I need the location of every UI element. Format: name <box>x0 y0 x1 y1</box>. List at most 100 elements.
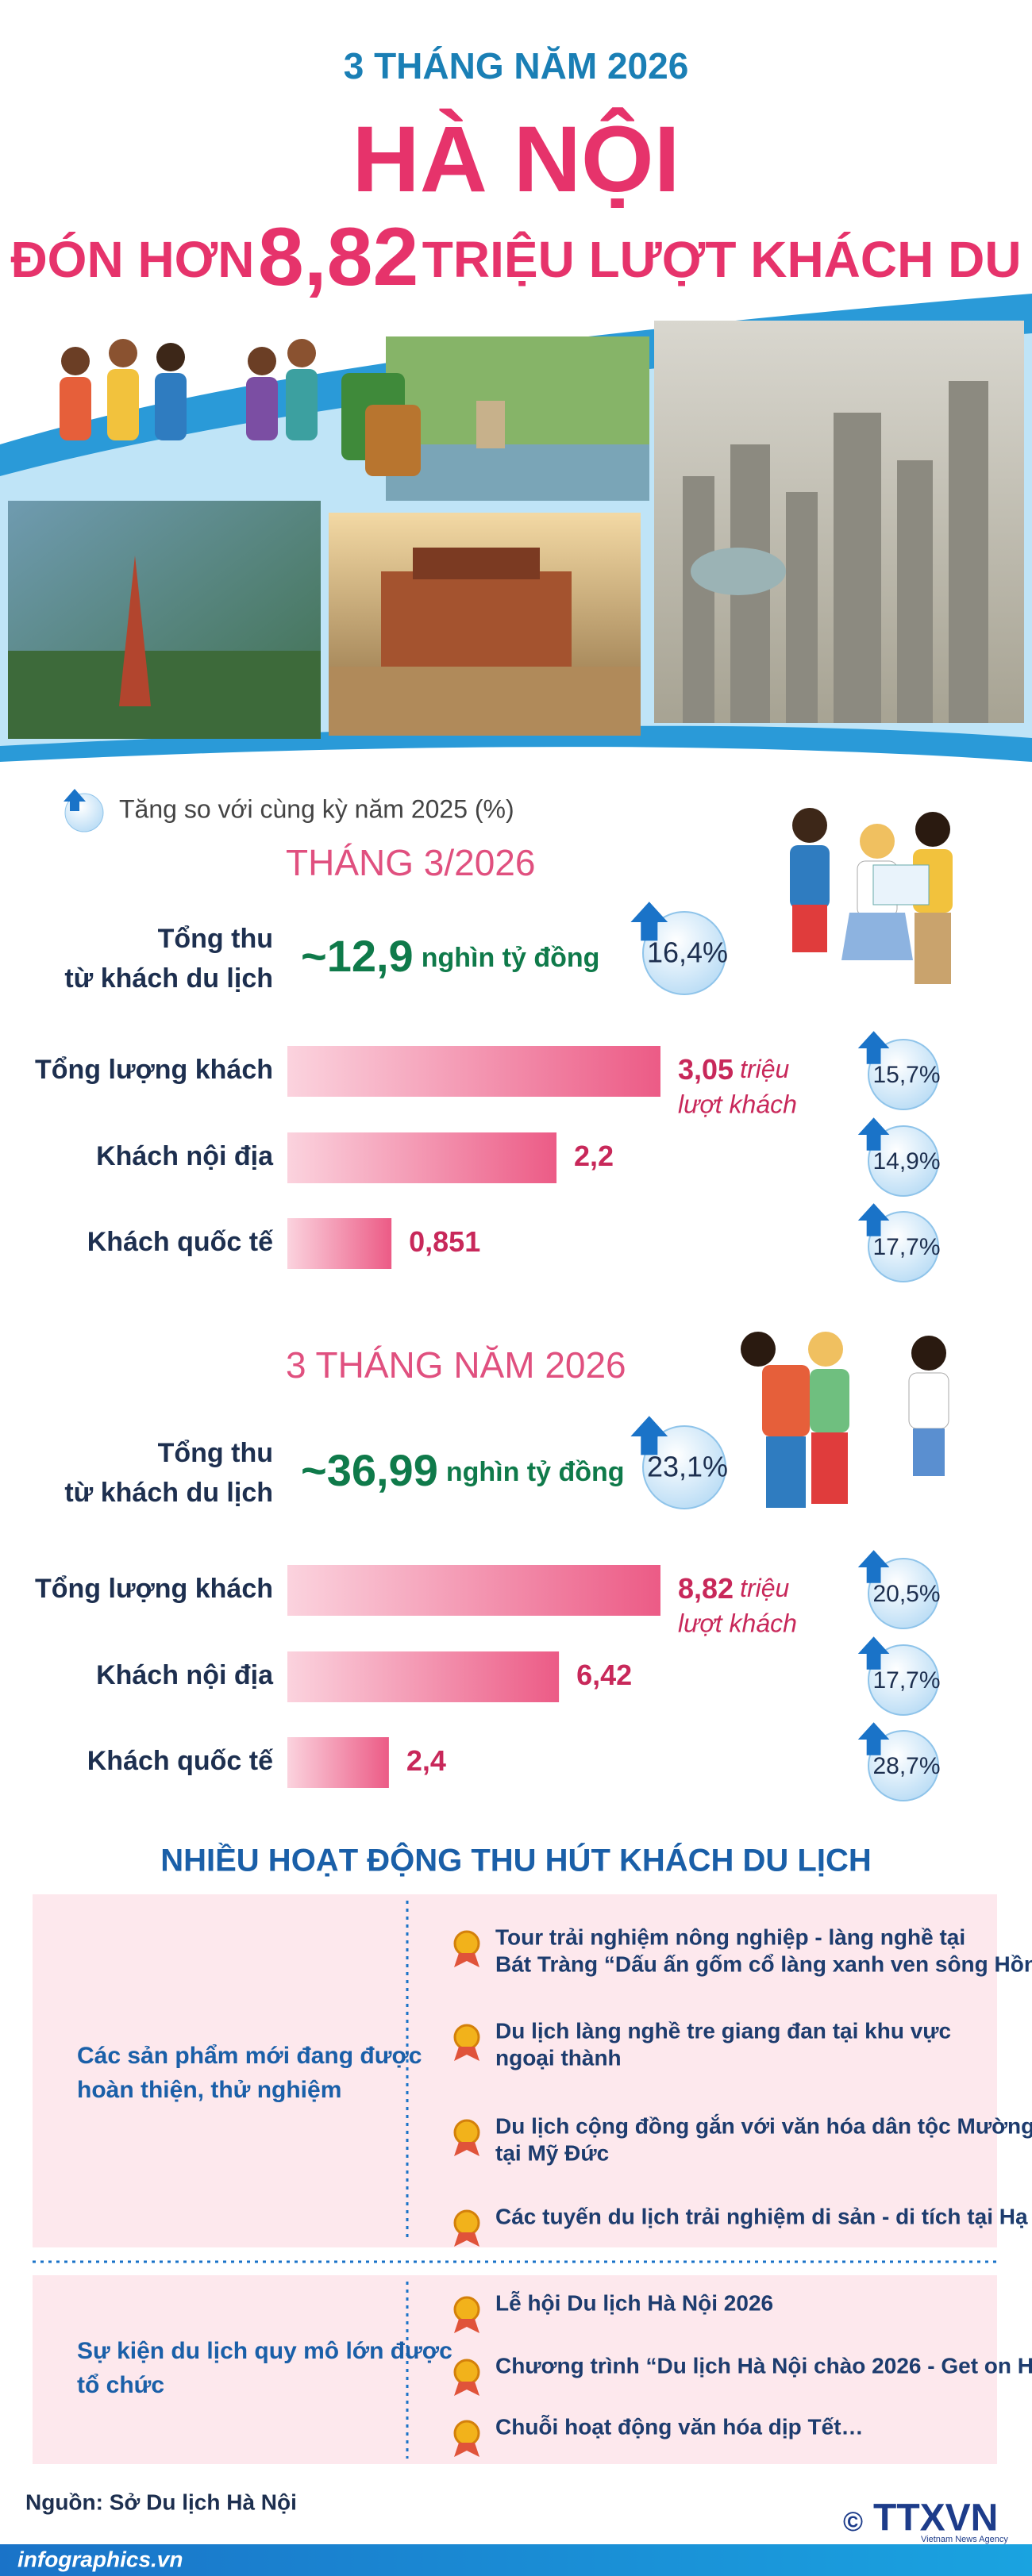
kicker: 3 THÁNG NĂM 2026 <box>344 45 689 87</box>
medal <box>453 2296 480 2323</box>
growth-bubble <box>642 1425 726 1509</box>
medal <box>453 1930 480 1957</box>
subtitle-number: 8,82 <box>258 211 418 303</box>
photo-banner <box>0 294 1032 762</box>
revenue-unit: nghìn tỷ đồng <box>446 1457 625 1487</box>
growth-arrow <box>857 1203 890 1236</box>
activity-item: Bát Tràng “Dấu ấn gốm cổ làng xanh ven s… <box>495 1951 1032 1976</box>
value-label: 3,05 triệu <box>678 1053 790 1086</box>
activity-item: tại Mỹ Đức <box>495 2140 609 2165</box>
activity-item: Tour trải nghiệm nông nghiệp - làng nghề… <box>495 1924 965 1949</box>
growth-bubble <box>868 1730 939 1801</box>
subtitle-pre: ĐÓN HƠN <box>10 231 254 288</box>
medal-ribbon <box>454 2319 479 2333</box>
growth-label: 17,7% <box>872 1234 940 1260</box>
medal-ribbon <box>454 2443 479 2457</box>
category-label: Khách quốc tế <box>87 1746 273 1776</box>
medal <box>453 2119 480 2146</box>
section-title: 3 THÁNG NĂM 2026 <box>286 1344 626 1386</box>
growth-bubble <box>868 1039 939 1110</box>
medal-ribbon <box>454 2232 479 2247</box>
medal-ribbon <box>454 2047 479 2061</box>
value-number: 6,42 <box>576 1659 632 1691</box>
illustration-travellers <box>741 808 953 1508</box>
value-unit: lượt khách <box>678 1609 797 1637</box>
value-number: 2,2 <box>574 1140 614 1172</box>
value-label: 0,851 <box>409 1225 480 1258</box>
revenue: ~36,99 nghìn tỷ đồng <box>301 1445 625 1495</box>
value-unit: lượt khách <box>678 1090 797 1118</box>
activity-item: Các tuyến du lịch trải nghiệm di sản - d… <box>495 2204 1032 2228</box>
value-unit: triệu <box>740 1574 789 1602</box>
activity-item: Du lịch cộng đồng gắn với văn hóa dân tộ… <box>495 2113 1032 2138</box>
activity-item: Du lịch làng nghề tre giang đan tại khu … <box>495 2018 951 2043</box>
medal-ribbon <box>454 2142 479 2156</box>
group-label: hoàn thiện, thử nghiệm <box>77 2077 341 2103</box>
bar <box>287 1737 389 1788</box>
bar <box>287 1132 557 1183</box>
growth-arrow <box>857 1031 890 1064</box>
growth-bubble <box>642 911 726 995</box>
bar <box>287 1218 392 1269</box>
medal <box>453 2420 480 2447</box>
section-title: THÁNG 3/2026 <box>286 842 535 883</box>
group-label: Sự kiện du lịch quy mô lớn được <box>77 2338 452 2364</box>
medal-ribbon <box>454 2382 479 2396</box>
growth-arrow <box>857 1550 890 1583</box>
category-label: Tổng lượng khách <box>35 1055 273 1085</box>
revenue-value: ~36,99 <box>301 1445 438 1495</box>
legend-text: Tăng so với cùng kỳ năm 2025 (%) <box>119 794 514 823</box>
site: infographics.vn <box>17 2547 183 2571</box>
growth-label: 20,5% <box>872 1581 940 1607</box>
growth-bubble <box>868 1558 939 1629</box>
activity-item: Chuỗi hoạt động văn hóa dịp Tết… <box>495 2414 864 2439</box>
value-number: 0,851 <box>409 1225 480 1258</box>
revenue-unit: nghìn tỷ đồng <box>422 943 600 973</box>
growth-arrow <box>857 1636 890 1670</box>
group-label: Các sản phẩm mới đang được <box>77 2043 422 2069</box>
category-label: Khách nội địa <box>96 1660 274 1690</box>
copyright: © <box>843 2507 863 2537</box>
medal <box>453 2209 480 2236</box>
value-label: 2,2 <box>574 1140 614 1172</box>
activity-item: Lễ hội Du lịch Hà Nội 2026 <box>495 2290 773 2315</box>
growth-label: 28,7% <box>872 1753 940 1779</box>
growth-label: 23,1% <box>647 1451 728 1483</box>
revenue-label: Tổng thu <box>158 924 273 954</box>
category-label: Khách quốc tế <box>87 1227 273 1257</box>
subtitle: ĐÓN HƠN 8,82 TRIỆU LƯỢT KHÁCH DU <box>10 211 1021 303</box>
legend: Tăng so với cùng kỳ năm 2025 (%) <box>64 789 514 832</box>
logo: TTXVN <box>873 2497 998 2539</box>
value-number: 8,82 <box>678 1572 734 1605</box>
growth-arrow <box>857 1117 890 1151</box>
source: Nguồn: Sở Du lịch Hà Nội <box>25 2489 297 2514</box>
value-number: 3,05 <box>678 1053 734 1086</box>
revenue: ~12,9 nghìn tỷ đồng <box>301 931 599 981</box>
category-label: Khách nội địa <box>96 1141 274 1171</box>
footer-bar <box>0 2544 1032 2576</box>
bar <box>287 1046 660 1097</box>
medal <box>453 2024 480 2051</box>
growth-bubble <box>868 1644 939 1716</box>
growth-arrow <box>630 1416 668 1455</box>
value-label: 8,82 triệu <box>678 1572 790 1605</box>
growth-bubble <box>868 1211 939 1282</box>
activities-title: NHIỀU HOẠT ĐỘNG THU HÚT KHÁCH DU LỊCH <box>160 1842 872 1878</box>
subtitle-post: TRIỆU LƯỢT KHÁCH DU <box>422 230 1022 288</box>
value-unit: triệu <box>740 1055 789 1083</box>
growth-label: 17,7% <box>872 1667 940 1694</box>
growth-label: 15,7% <box>872 1062 940 1088</box>
value-label: 2,4 <box>406 1744 446 1777</box>
revenue-label: từ khách du lịch <box>64 1478 273 1508</box>
growth-label: 16,4% <box>647 936 728 969</box>
revenue-label: Tổng thu <box>158 1438 273 1468</box>
group-label: tổ chức <box>77 2372 164 2398</box>
medal-ribbon <box>454 1953 479 1967</box>
activity-item: Chương trình “Du lịch Hà Nội chào 2026 -… <box>495 2353 1032 2378</box>
bar <box>287 1565 660 1616</box>
revenue-value: ~12,9 <box>301 931 414 981</box>
tourist-group <box>60 339 318 440</box>
activities-frame <box>33 1894 997 2464</box>
medal <box>453 2359 480 2386</box>
